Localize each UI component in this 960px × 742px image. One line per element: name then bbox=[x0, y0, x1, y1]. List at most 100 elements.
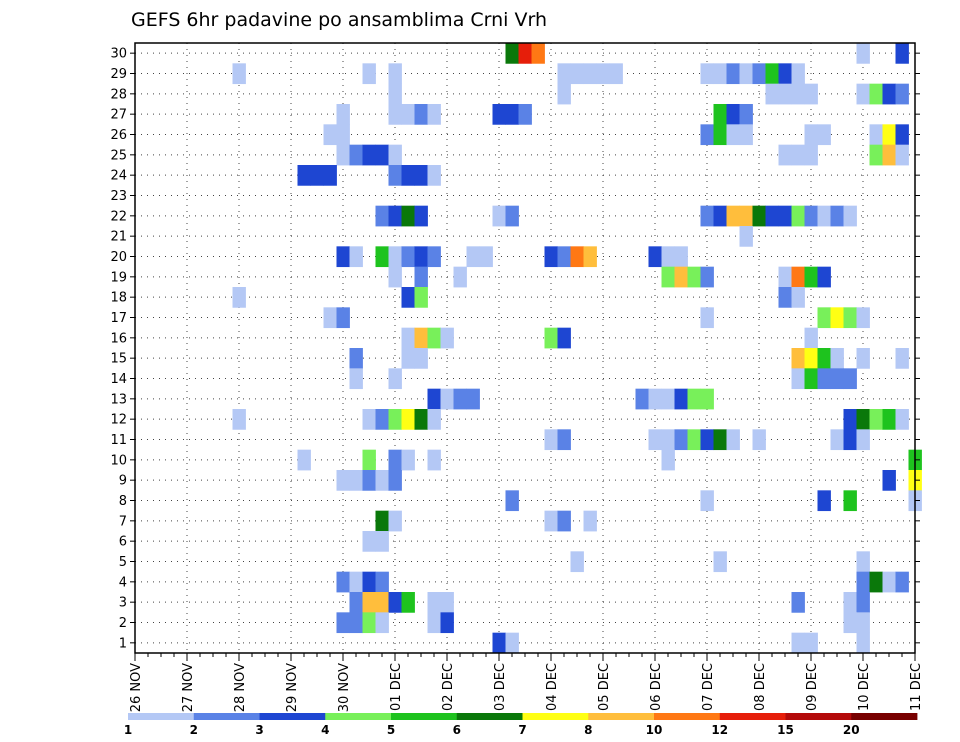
heatmap-cell bbox=[804, 83, 818, 105]
heatmap-cell bbox=[323, 124, 337, 146]
heatmap-cell bbox=[583, 510, 597, 532]
heatmap-cell bbox=[375, 612, 389, 634]
x-tick-label: 29 NOV bbox=[285, 663, 300, 712]
heatmap-cell bbox=[648, 429, 662, 451]
heatmap-cell bbox=[531, 43, 545, 64]
heatmap-cell bbox=[349, 612, 363, 634]
heatmap-cell bbox=[336, 571, 350, 593]
heatmap-cell bbox=[817, 348, 831, 369]
heatmap-cell bbox=[700, 266, 714, 288]
x-tick-label: 28 NOV bbox=[233, 663, 248, 712]
heatmap-cell bbox=[583, 246, 597, 268]
y-tick-label: 3 bbox=[119, 596, 127, 611]
heatmap-cell bbox=[401, 449, 415, 471]
heatmap-cell bbox=[843, 592, 857, 613]
heatmap-cell bbox=[492, 205, 506, 227]
heatmap-cell bbox=[856, 429, 870, 451]
heatmap-cell bbox=[362, 592, 376, 613]
heatmap-cell bbox=[778, 205, 792, 227]
legend-swatch bbox=[654, 713, 721, 720]
x-tick-label: 08 DEC bbox=[753, 663, 768, 711]
heatmap-cell bbox=[388, 63, 402, 85]
heatmap-cell bbox=[505, 43, 519, 64]
heatmap-cell bbox=[440, 388, 454, 410]
heatmap-cell bbox=[414, 287, 428, 308]
heatmap-cell bbox=[791, 205, 805, 227]
heatmap-cell bbox=[739, 226, 753, 247]
heatmap-cell bbox=[427, 388, 441, 410]
heatmap-cell bbox=[414, 266, 428, 288]
x-tick-label: 11 DEC bbox=[909, 663, 924, 711]
x-tick-label: 04 DEC bbox=[545, 663, 560, 711]
heatmap-cell bbox=[388, 266, 402, 288]
heatmap-cell bbox=[232, 287, 246, 308]
heatmap-cell bbox=[375, 592, 389, 613]
heatmap-cell bbox=[843, 429, 857, 451]
heatmap-cell bbox=[713, 205, 727, 227]
heatmap-cell bbox=[388, 83, 402, 105]
legend-label: 8 bbox=[584, 723, 592, 737]
heatmap-cell bbox=[752, 429, 766, 451]
heatmap-cell bbox=[414, 409, 428, 430]
y-tick-label: 24 bbox=[110, 169, 127, 184]
heatmap-cell bbox=[349, 571, 363, 593]
y-tick-label: 7 bbox=[119, 514, 127, 529]
heatmap-cell bbox=[791, 632, 805, 654]
heatmap-cell bbox=[674, 266, 688, 288]
legend-label: 6 bbox=[453, 723, 461, 737]
heatmap-cell bbox=[895, 144, 909, 166]
legend-swatch bbox=[851, 713, 918, 720]
heatmap-cell bbox=[791, 144, 805, 166]
heatmap-cell bbox=[401, 104, 415, 125]
y-tick-label: 2 bbox=[119, 616, 127, 631]
y-tick-label: 12 bbox=[110, 413, 127, 428]
heatmap-cell bbox=[570, 63, 584, 85]
heatmap-cell bbox=[375, 205, 389, 227]
legend-label: 4 bbox=[321, 723, 329, 737]
heatmap-cell bbox=[518, 43, 532, 64]
heatmap-cell bbox=[856, 43, 870, 64]
heatmap-cell bbox=[700, 429, 714, 451]
heatmap-cell bbox=[804, 144, 818, 166]
heatmap-cell bbox=[492, 104, 506, 125]
y-tick-label: 9 bbox=[119, 474, 127, 489]
heatmap-cell bbox=[830, 429, 844, 451]
heatmap-cell bbox=[791, 592, 805, 613]
legend-label: 2 bbox=[190, 723, 198, 737]
heatmap-cell bbox=[713, 63, 727, 85]
heatmap-cell bbox=[791, 63, 805, 85]
heatmap-cell bbox=[713, 124, 727, 146]
heatmap-cell bbox=[336, 470, 350, 491]
y-tick-label: 19 bbox=[110, 270, 127, 285]
heatmap-cell bbox=[739, 124, 753, 146]
heatmap-cell bbox=[856, 571, 870, 593]
heatmap-cell bbox=[505, 205, 519, 227]
heatmap-cell bbox=[362, 571, 376, 593]
heatmap-cell bbox=[349, 348, 363, 369]
heatmap-cell bbox=[830, 307, 844, 329]
heatmap-cell bbox=[791, 83, 805, 105]
heatmap-cell bbox=[739, 63, 753, 85]
heatmap-cell bbox=[297, 165, 311, 186]
heatmap-cell bbox=[726, 104, 740, 125]
heatmap-cell bbox=[388, 246, 402, 268]
heatmap-cell bbox=[817, 368, 831, 390]
heatmap-cell bbox=[843, 205, 857, 227]
heatmap-cell bbox=[739, 205, 753, 227]
heatmap-cell bbox=[882, 124, 896, 146]
heatmap-cell bbox=[375, 470, 389, 491]
heatmap-cell bbox=[856, 83, 870, 105]
legend-label: 3 bbox=[255, 723, 263, 737]
heatmap-cell bbox=[427, 449, 441, 471]
heatmap-cell bbox=[882, 409, 896, 430]
heatmap-cell bbox=[817, 205, 831, 227]
heatmap-cell bbox=[362, 449, 376, 471]
legend-swatch bbox=[719, 713, 786, 720]
y-tick-label: 1 bbox=[119, 636, 127, 651]
y-tick-label: 28 bbox=[110, 87, 127, 102]
chart-title: GEFS 6hr padavine po ansamblima Crni Vrh bbox=[131, 9, 547, 31]
heatmap-cell bbox=[583, 63, 597, 85]
heatmap-cell bbox=[817, 490, 831, 512]
heatmap-cell bbox=[843, 307, 857, 329]
heatmap-cell bbox=[700, 490, 714, 512]
